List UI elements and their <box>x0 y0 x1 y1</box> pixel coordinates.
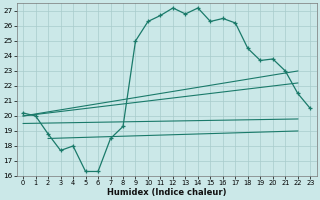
X-axis label: Humidex (Indice chaleur): Humidex (Indice chaleur) <box>107 188 227 197</box>
